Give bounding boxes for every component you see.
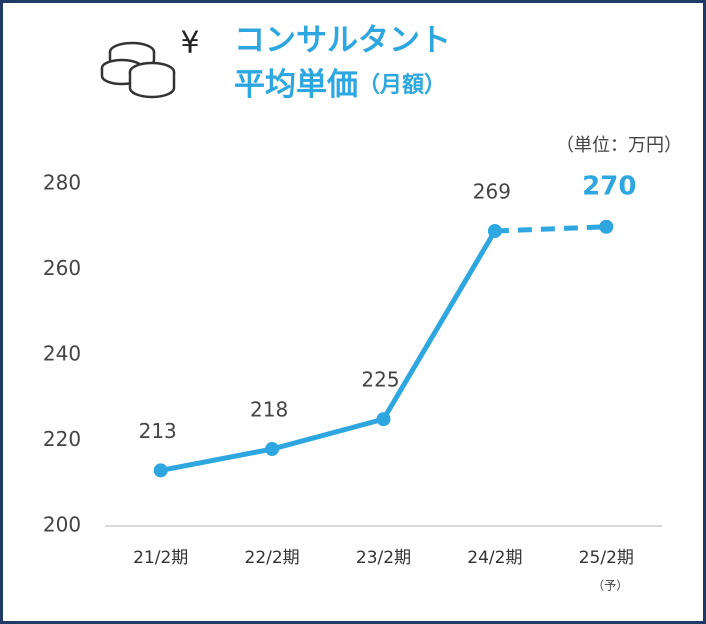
point — [265, 442, 280, 457]
point — [153, 463, 168, 478]
forecast-note: （予） — [592, 579, 628, 593]
line-actual — [160, 229, 498, 473]
y-tick-label: 280 — [43, 171, 81, 195]
coin-icon — [100, 41, 176, 99]
title-line-1: コンサルタント — [234, 23, 451, 59]
data-label: 270 — [582, 171, 636, 201]
line-forecast — [494, 224, 607, 234]
data-label: 213 — [139, 419, 177, 443]
y-tick-label: 200 — [43, 513, 81, 537]
point — [487, 224, 502, 239]
yen-symbol: ¥ — [180, 26, 199, 61]
x-tick-label: 24/2期 — [467, 548, 522, 568]
data-label: 218 — [250, 398, 288, 422]
title-suffix: （月額） — [358, 72, 446, 98]
unit-note: （単位：万円） — [556, 135, 682, 156]
title-line-2: 平均単価（月額） — [234, 67, 446, 103]
x-tick-label: 23/2期 — [356, 548, 411, 568]
y-tick-label: 260 — [43, 256, 81, 280]
x-tick-label: 25/2期 — [579, 548, 634, 568]
point — [376, 412, 391, 427]
y-tick-label: 220 — [43, 427, 81, 451]
point — [599, 219, 614, 234]
data-label: 269 — [473, 180, 511, 204]
title-main: 平均単価 — [234, 67, 358, 103]
y-tick-label: 240 — [43, 342, 81, 366]
data-label: 225 — [361, 368, 399, 392]
x-tick-label: 21/2期 — [133, 548, 188, 568]
x-tick-label: 22/2期 — [245, 548, 300, 568]
